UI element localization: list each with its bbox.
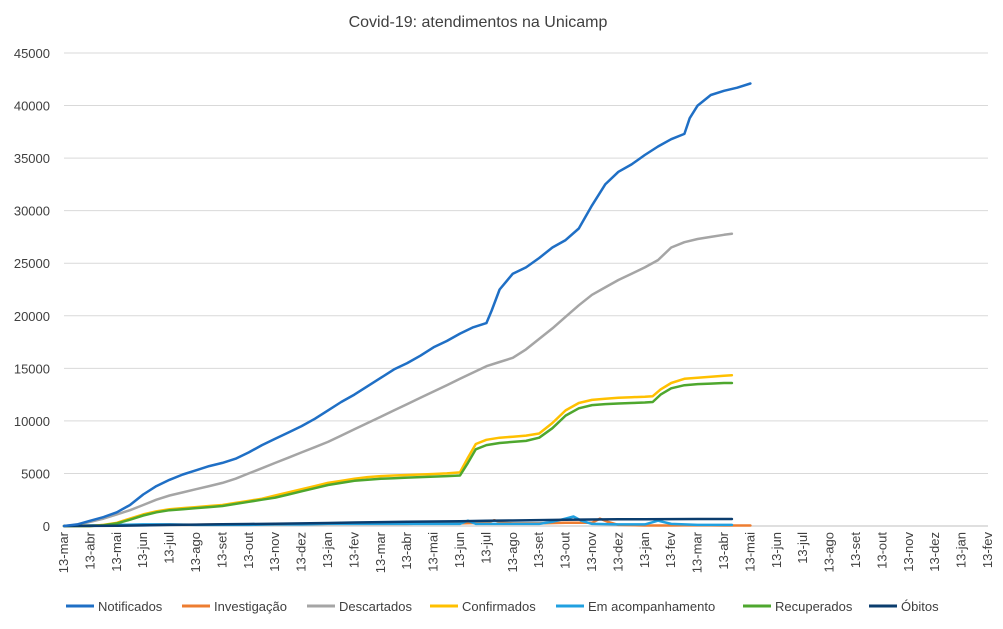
x-tick-label: 13-nov [267,532,282,572]
y-tick-label: 10000 [14,414,50,429]
x-tick-label: 13-dez [294,532,309,572]
y-tick-label: 20000 [14,309,50,324]
x-tick-label: 13-jan [637,532,652,568]
legend-label: Recuperados [775,599,853,614]
y-tick-label: 35000 [14,151,50,166]
x-tick-label: 13-out [874,532,889,569]
series-lines [62,82,752,528]
x-tick-label: 13-out [558,532,573,569]
x-tick-label: 13-jun [135,532,150,568]
x-tick-label: 13-fev [980,532,995,569]
x-tick-label: 13-mai [426,532,441,572]
x-tick-label: 13-set [848,532,863,569]
x-tick-label: 13-ago [822,532,837,572]
x-tick-label: 13-jan [320,532,335,568]
legend-label: Investigação [214,599,287,614]
y-tick-label: 25000 [14,256,50,271]
x-tick-label: 13-fev [663,532,678,569]
x-tick-label: 13-jun [769,532,784,568]
legend-label: Notificados [98,599,163,614]
chart-title: Covid-19: atendimentos na Unicamp [349,14,608,31]
x-tick-label: 13-abr [399,531,414,569]
y-tick-label: 30000 [14,204,50,219]
series-line-descartados [62,232,734,528]
gridlines [64,52,988,474]
x-tick-label: 13-jan [954,532,969,568]
x-tick-label: 13-nov [584,532,599,572]
x-tick-label: 13-set [214,532,229,569]
x-axis-tick-labels: 13-mar 13-abr 13-mai 13-jun 13-jul 13-ago 13-s… [56,531,995,573]
x-tick-label: 13-set [531,532,546,569]
x-tick-label: 13-ago [188,532,203,572]
x-tick-label: 13-mar [690,531,705,573]
x-tick-label: 13-mai [742,532,757,572]
x-tick-label: 13-jun [452,532,467,568]
legend-label: Descartados [339,599,412,614]
x-tick-label: 13-mar [56,531,71,573]
y-tick-label: 0 [43,519,50,534]
series-line--bitos [62,517,734,528]
series-line-recuperados [62,381,734,528]
x-tick-label: 13-nov [901,532,916,572]
y-tick-label: 5000 [21,466,50,481]
x-tick-label: 13-abr [716,531,731,569]
x-tick-label: 13-ago [505,532,520,572]
legend-label: Em acompanhamento [588,599,715,614]
y-tick-label: 45000 [14,46,50,61]
x-tick-label: 13-jul [478,532,493,564]
x-tick-label: 13-dez [927,532,942,572]
x-tick-label: 13-out [241,532,256,569]
y-tick-label: 40000 [14,99,50,114]
x-tick-label: 13-fev [346,532,361,569]
x-tick-label: 13-dez [610,532,625,572]
x-tick-label: 13-mar [373,531,388,573]
y-axis-tick-labels: 0 5000 10000 15000 20000 25000 30000 35000 40000… [14,46,50,534]
x-tick-label: 13-mai [109,532,124,572]
x-tick-label: 13-jul [162,532,177,564]
series-line-notificados [62,82,752,528]
legend: Notificados Investigação Descartados Confir… [66,599,939,614]
legend-label: Óbitos [901,599,939,614]
series-line-confirmados [62,373,734,528]
y-tick-label: 15000 [14,361,50,376]
legend-label: Confirmados [462,599,536,614]
x-tick-label: 13-abr [82,531,97,569]
x-tick-label: 13-jul [795,532,810,564]
